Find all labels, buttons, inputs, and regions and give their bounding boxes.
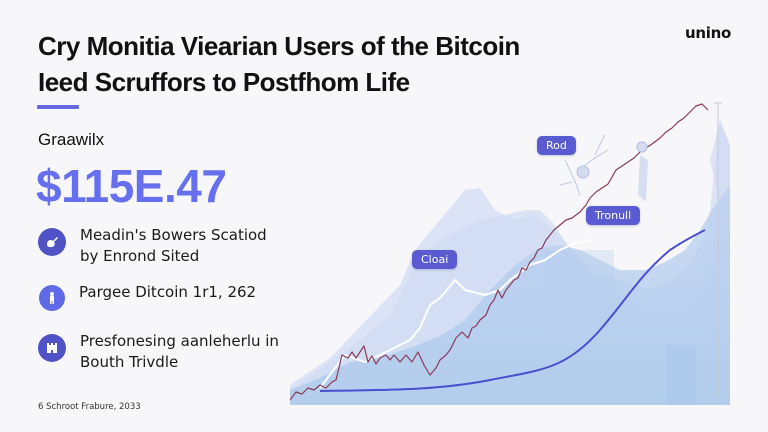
title-line-2: Ieed Scruffors to Postfhom Life — [38, 67, 410, 97]
feature-text-line2: Bouth Trivdle — [80, 353, 179, 371]
feature-item: Pargee Ditcoin 1r1, 262 — [38, 283, 257, 311]
feature-text-line2: by Enrond Sited — [80, 247, 200, 265]
page-title: Cry Monitia Viearian Users of the Bitcoi… — [38, 28, 520, 100]
title-line-1: Cry Monitia Viearian Users of the Bitcoi… — [38, 31, 520, 61]
price-chart: Cloai Rod Tronull — [290, 100, 768, 432]
feature-text-line1: Pargee Ditcoin 1r1, 262 — [79, 283, 257, 301]
accent-divider — [37, 105, 79, 109]
feature-item: Meadin's Bowers Scatiod by Enrond Sited — [38, 226, 267, 267]
guitar-icon — [38, 228, 66, 256]
chart-tag-cloai: Cloai — [412, 250, 458, 269]
castle-icon — [38, 334, 66, 362]
chart-tag-tronull: Tronull — [586, 206, 641, 225]
chart-graphic — [290, 102, 730, 405]
feature-item: Presfonesing aanleherlu in Bouth Trivdle — [38, 332, 279, 373]
footer-note: 6 Schroot Frabure, 2033 — [38, 402, 141, 412]
summary-value: $115E.47 — [36, 160, 227, 212]
chart-tag-rod: Rod — [537, 136, 576, 155]
logo-text: unino — [685, 24, 731, 42]
feature-text-line1: Presfonesing aanleherlu in — [80, 332, 279, 350]
brand-logo: unino — [685, 24, 731, 42]
figure-icon — [39, 285, 65, 311]
summary-label: Graawilx — [38, 130, 105, 149]
feature-text-line1: Meadin's Bowers Scatiod — [80, 226, 267, 244]
